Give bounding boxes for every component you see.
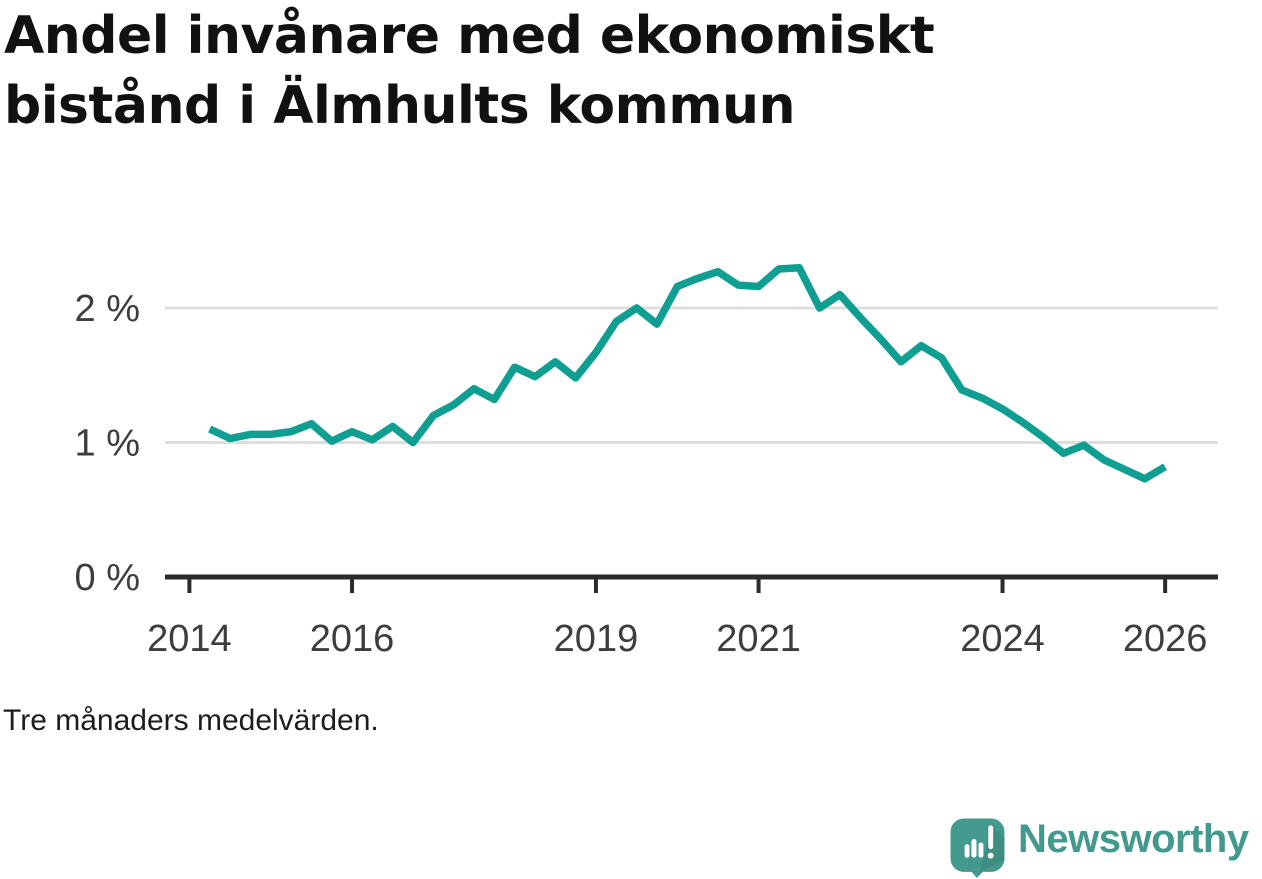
x-tick-label: 2014 bbox=[147, 618, 232, 660]
exclamation-glyph bbox=[987, 825, 994, 859]
newsworthy-logo: Newsworthy bbox=[950, 814, 1249, 878]
newsworthy-logo-icon bbox=[950, 818, 1005, 878]
y-tick-label: 0 % bbox=[75, 557, 140, 599]
x-tick-label: 2024 bbox=[960, 618, 1045, 660]
chart-caption: Tre månaders medelvärden. bbox=[3, 704, 379, 737]
chart-title: Andel invånare med ekonomiskt bistånd i … bbox=[4, 2, 935, 141]
bar-chart-glyph bbox=[964, 839, 984, 858]
x-tick-label: 2016 bbox=[310, 618, 395, 660]
y-tick-label: 1 % bbox=[75, 423, 140, 465]
chart-title-line-1: Andel invånare med ekonomiskt bbox=[4, 6, 935, 66]
y-tick-label: 2 % bbox=[75, 288, 140, 330]
x-tick-label: 2021 bbox=[716, 618, 801, 660]
data-line bbox=[208, 263, 1168, 483]
newsworthy-wordmark: Newsworthy bbox=[1018, 817, 1249, 861]
chart-title-line-2: bistånd i Älmhults kommun bbox=[4, 75, 796, 136]
x-tick-label: 2019 bbox=[554, 618, 639, 660]
speech-bubble-shape bbox=[950, 818, 1005, 878]
x-tick-label: 2026 bbox=[1123, 618, 1208, 660]
